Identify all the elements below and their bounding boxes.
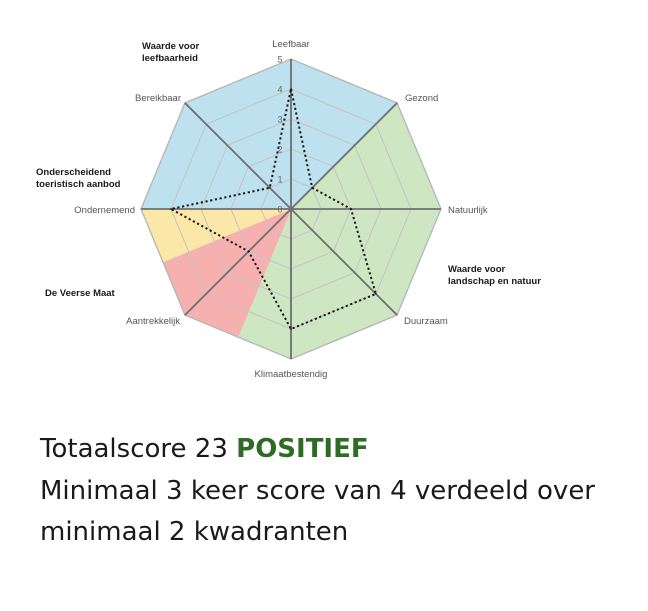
group-label-landschap-line1: Waarde voor [448,264,506,275]
axis-label-5: Aantrekkelijk [126,316,180,327]
total-score-text: Totaalscore 23 [40,434,228,464]
radar-chart-area: 0 1 2 3 4 5 Leefbaar Gezond Natuurlijk Duurzaam Kl… [36,39,541,380]
tick-label-5: 5 [277,55,282,65]
summary-line-3: minimaal 2 kwadranten [40,517,349,547]
status-badge: POSITIEF [236,434,369,464]
group-label-toeristisch-line2: toeristisch aanbod [36,179,121,190]
data-point-0 [290,88,292,90]
axis-label-4: Klimaatbestendig [255,369,328,380]
data-point-2 [350,208,352,210]
summary-score-line: Totaalscore 23 POSITIEF [40,432,369,466]
group-label-leefbaarheid-line1: Waarde voor [142,41,200,52]
data-point-4 [290,328,292,330]
radar-chart: 0 1 2 3 4 5 Leefbaar Gezond Natuurlijk Duurzaam Kl… [74,39,488,380]
tick-label-3: 3 [277,115,282,125]
group-label-veerse-maat: De Veerse Maat [45,288,115,299]
axis-label-2: Natuurlijk [448,205,488,216]
axis-spoke-1 [290,102,398,210]
group-label-landschap: Waarde voor landschap en natuur [448,264,541,288]
axis-spoke-3 [290,208,398,316]
tick-label-1: 1 [277,175,282,185]
data-point-1 [311,186,314,189]
axis-spoke-5 [184,208,292,316]
tick-label-2: 2 [277,145,282,155]
axis-label-7: Bereikbaar [135,93,181,104]
group-label-landschap-line2: landschap en natuur [448,276,541,287]
tick-label-4: 4 [277,85,282,95]
group-label-toeristisch: Onderscheidend toeristisch aanbod [36,167,120,191]
data-point-5 [247,250,250,253]
data-point-3 [375,293,377,295]
axis-label-1: Gezond [405,93,438,104]
axis-label-6: Ondernemend [74,205,135,216]
axis-spoke-7 [184,102,292,210]
group-label-leefbaarheid-line2: leefbaarheid [142,53,198,64]
summary-line-2: Minimaal 3 keer score van 4 verdeeld ove… [40,476,596,506]
axis-label-3: Duurzaam [404,316,448,327]
tick-label-0: 0 [277,205,282,215]
axis-label-0: Leefbaar [272,39,310,50]
group-label-toeristisch-line1: Onderscheidend [36,167,111,178]
data-series-line [168,88,378,331]
data-point-7 [268,186,271,189]
data-point-6 [170,208,172,210]
group-label-leefbaarheid: Waarde voor leefbaarheid [142,41,199,65]
